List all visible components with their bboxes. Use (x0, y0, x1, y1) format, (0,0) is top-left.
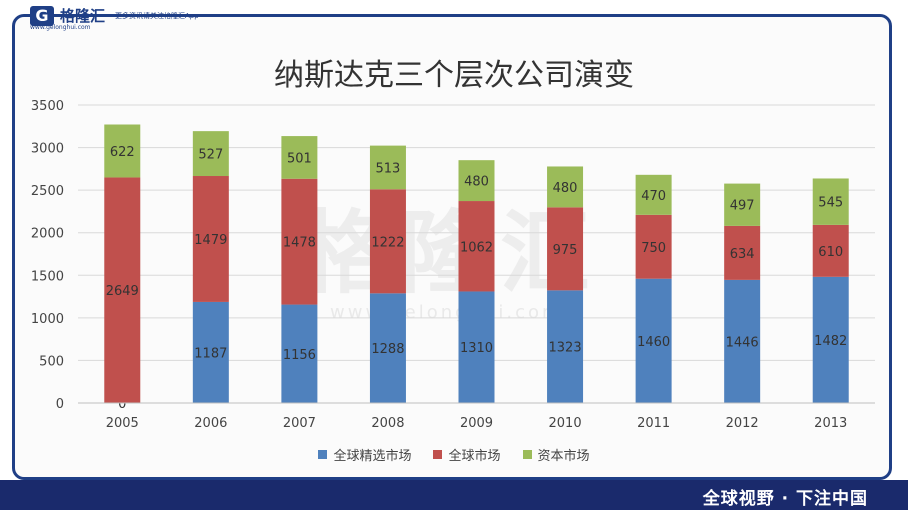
x-tick-label: 2013 (814, 416, 847, 431)
y-tick-label: 2500 (31, 184, 64, 199)
data-label: 1288 (371, 342, 404, 357)
bar-segment (369, 189, 406, 294)
data-label: 1460 (637, 335, 670, 350)
bar-segment (458, 160, 495, 202)
data-label: 1310 (460, 341, 493, 356)
x-tick-label: 2007 (283, 416, 316, 431)
data-label: 497 (730, 199, 755, 214)
bar-segment (369, 145, 406, 190)
data-label: 975 (553, 243, 578, 258)
chart-legend: 全球精选市场 全球市场 资本市场 (0, 445, 908, 464)
bar-segment (724, 183, 761, 226)
bar-segment (724, 279, 761, 403)
x-tick-label: 2012 (726, 416, 759, 431)
data-label: 1478 (283, 236, 316, 251)
y-tick-label: 2000 (31, 227, 64, 242)
y-tick-label: 0 (56, 397, 64, 412)
y-tick-label: 3000 (31, 142, 64, 157)
bar-segment (724, 225, 761, 280)
data-label: 1446 (726, 335, 759, 350)
bar-segment (192, 131, 229, 177)
data-label: 1323 (549, 341, 582, 356)
bar-segment (458, 201, 495, 292)
bar-segment (635, 174, 672, 215)
legend-label: 资本市场 (537, 449, 590, 464)
bar-segment (458, 291, 495, 403)
x-tick-label: 2006 (194, 416, 227, 431)
data-label: 1479 (194, 233, 227, 248)
bar-segment (281, 178, 318, 305)
legend-item: 资本市场 (522, 445, 590, 464)
data-label: 545 (818, 196, 843, 211)
legend-label: 全球市场 (448, 449, 501, 464)
y-tick-label: 1000 (31, 312, 64, 327)
bar-segment (812, 224, 849, 277)
data-label: 622 (110, 145, 135, 160)
slogan: 全球视野 · 下注中国 (702, 489, 868, 509)
data-label: 634 (730, 247, 755, 262)
legend-label: 全球精选市场 (333, 449, 412, 464)
data-label: 0 (118, 397, 126, 412)
data-label: 527 (198, 148, 223, 163)
bottom-bar (0, 480, 908, 510)
bar-segment (812, 276, 849, 403)
legend-item: 全球市场 (433, 445, 501, 464)
x-tick-label: 2011 (637, 416, 670, 431)
bar-segment (281, 136, 318, 179)
logo-mark-icon: G (30, 5, 54, 26)
data-label: 513 (376, 161, 401, 176)
logo-domain: www.gelonghui.com (30, 24, 91, 31)
bar-segment (104, 177, 141, 403)
bar-segment (192, 176, 229, 302)
x-tick-label: 2008 (371, 416, 404, 431)
legend-swatch (522, 450, 532, 459)
bar-segment (812, 178, 849, 225)
data-label: 480 (464, 175, 489, 190)
bar-segment (547, 207, 584, 291)
x-tick-label: 2005 (106, 416, 139, 431)
bar-segment (281, 304, 318, 403)
watermark-text: 格隆汇 (300, 201, 600, 306)
legend-swatch (433, 450, 443, 459)
legend-item: 全球精选市场 (318, 445, 411, 464)
data-label: 501 (287, 151, 312, 166)
y-tick-label: 500 (39, 354, 64, 369)
data-label: 1156 (283, 348, 316, 363)
logo-tagline: 更多资讯请关注格隆汇App (115, 11, 199, 20)
data-label: 610 (818, 245, 843, 260)
bar-segment (192, 301, 229, 403)
data-label: 470 (641, 189, 666, 204)
data-label: 2649 (106, 284, 139, 299)
x-tick-label: 2009 (460, 416, 493, 431)
data-label: 1482 (814, 334, 847, 349)
data-label: 1062 (460, 240, 493, 255)
bar-segment (369, 293, 406, 403)
x-tick-label: 2010 (549, 416, 582, 431)
bar-segment (547, 290, 584, 403)
bar-segment (104, 124, 141, 178)
bar-segment (635, 278, 672, 403)
legend-swatch (318, 450, 328, 459)
logo-name: 格隆汇 (60, 7, 106, 25)
bar-segment (547, 166, 584, 208)
data-label: 750 (641, 241, 666, 256)
bar-segment (635, 214, 672, 279)
data-label: 1187 (194, 346, 227, 361)
y-tick-label: 1500 (31, 269, 64, 284)
data-label: 480 (553, 181, 578, 196)
brand-logo[interactable]: G 格隆汇 更多资讯请关注格隆汇App (30, 5, 199, 26)
chart-title: 纳斯达克三个层次公司演变 (274, 58, 634, 93)
data-label: 1222 (371, 235, 404, 250)
y-tick-label: 3500 (31, 99, 64, 114)
